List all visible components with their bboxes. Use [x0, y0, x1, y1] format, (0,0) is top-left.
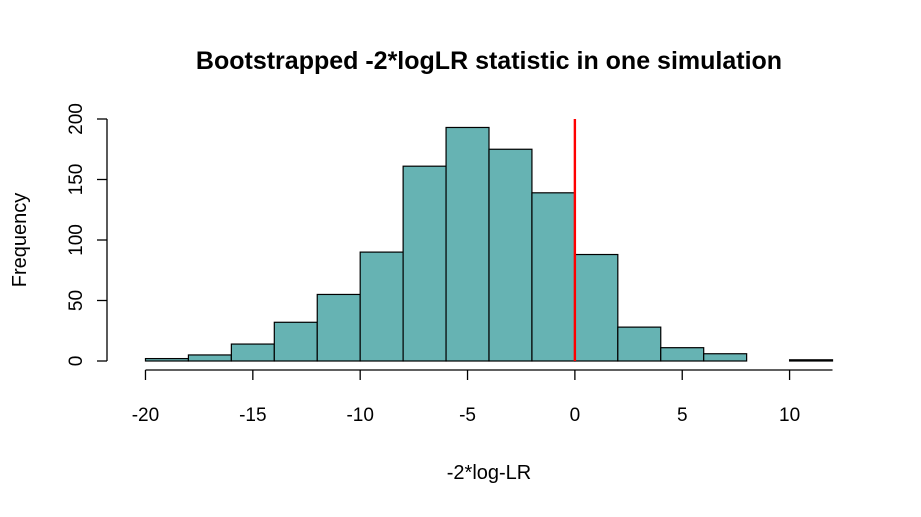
histogram-bar — [531, 192, 576, 362]
x-axis: -20 -15 -10 -5 0 5 10 — [132, 369, 833, 426]
x-tick-label: -15 — [239, 405, 266, 426]
histogram-bar — [488, 148, 533, 362]
histogram-bar — [187, 354, 232, 362]
x-tick-label: -5 — [459, 405, 476, 426]
y-tick-label: 0 — [66, 356, 87, 367]
y-tick-label: 200 — [66, 103, 87, 135]
histogram-bar — [144, 357, 190, 362]
histogram-bar — [660, 347, 705, 362]
y-tick-label: 100 — [66, 224, 87, 256]
histogram-bar — [703, 353, 748, 362]
x-tick-label: 10 — [779, 405, 800, 426]
chart-title: Bootstrapped -2*logLR statistic in one s… — [196, 47, 782, 75]
histogram-bar — [316, 293, 361, 362]
histogram-bar — [359, 251, 404, 362]
histogram-bars — [144, 126, 834, 362]
histogram-bar — [788, 359, 834, 362]
x-axis-label: -2*log-LR — [447, 462, 531, 484]
histogram-bar — [574, 253, 619, 362]
histogram-bar — [445, 126, 490, 362]
histogram-bar — [617, 326, 662, 362]
y-tick-label: 150 — [66, 164, 87, 196]
y-axis-label: Frequency — [9, 193, 31, 288]
x-tick-label: 5 — [677, 405, 688, 426]
x-tick-label: -10 — [346, 405, 373, 426]
x-tick-label: 0 — [570, 405, 581, 426]
histogram-bar — [230, 343, 275, 362]
histogram-bar — [402, 165, 447, 362]
y-axis: 0 50 100 150 200 — [66, 103, 108, 367]
histogram-bar — [273, 321, 318, 362]
x-tick-label: -20 — [132, 405, 159, 426]
y-tick-label: 50 — [66, 290, 87, 311]
